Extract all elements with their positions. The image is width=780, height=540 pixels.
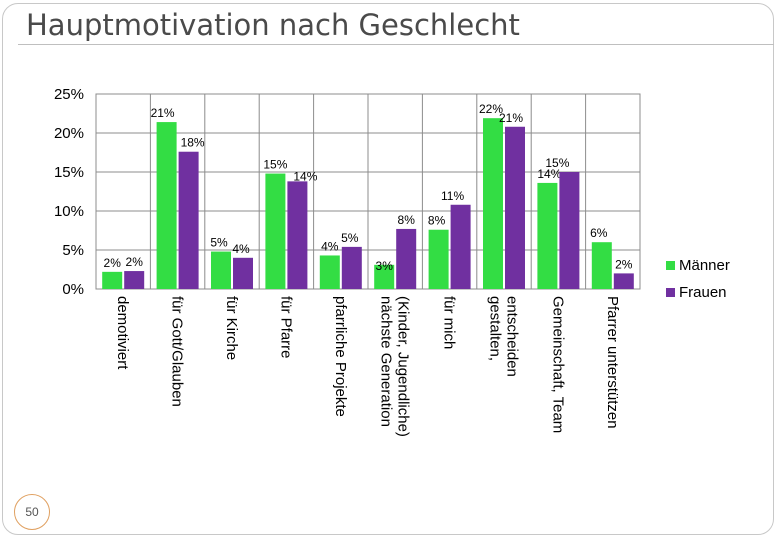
data-label: 8% [428, 214, 446, 228]
legend-swatch-maenner [666, 261, 675, 270]
bar-maenner [428, 229, 449, 289]
y-tick-label: 10% [54, 203, 84, 220]
bar-frauen [613, 273, 634, 289]
legend-swatch-frauen [666, 288, 675, 297]
bar-frauen [124, 271, 145, 289]
bar-frauen [396, 228, 417, 289]
legend-item-frauen: Frauen [666, 279, 730, 306]
data-label: 2% [126, 255, 144, 269]
x-tick-label: für Kirche [223, 296, 240, 360]
chart-legend: Männer Frauen [666, 252, 730, 306]
legend-label-frauen: Frauen [679, 284, 727, 301]
bar-maenner [102, 271, 123, 289]
x-tick-label: Pfarrer unterstützen [604, 296, 621, 429]
bar-frauen [233, 257, 253, 289]
data-label: 3% [376, 259, 394, 273]
x-tick-label: nächste Generation(Kinder, Jugendliche) [378, 296, 412, 437]
slide-title: Hauptmotivation nach Geschlecht [26, 8, 520, 42]
x-tick-label: für Gott/Glauben [169, 296, 186, 407]
bar-maenner [265, 173, 286, 289]
y-tick-label: 5% [62, 242, 84, 259]
data-label: 11% [441, 189, 464, 203]
bar-frauen [287, 181, 308, 289]
bar-maenner [537, 182, 558, 289]
bar-maenner [156, 122, 177, 289]
title-divider [18, 44, 774, 45]
data-label: 4% [321, 239, 339, 253]
data-label: 21% [499, 111, 523, 125]
data-label: 18% [181, 136, 205, 150]
legend-item-maenner: Männer [666, 252, 730, 279]
data-label: 14% [293, 169, 317, 183]
data-label: 8% [398, 213, 416, 227]
bar-frauen [341, 246, 362, 289]
x-tick-label: für mich [441, 296, 458, 349]
bar-frauen [178, 151, 199, 289]
data-label: 4% [232, 242, 250, 256]
data-label: 2% [615, 257, 633, 271]
data-label: 14% [537, 167, 561, 181]
data-label: 5% [210, 236, 228, 250]
bar-maenner [483, 118, 503, 290]
bar-maenner [591, 242, 612, 289]
x-tick-label: Gemeinschaft, Team [549, 296, 566, 433]
bar-frauen [559, 172, 580, 289]
data-label: 21% [151, 106, 175, 120]
y-tick-label: 20% [54, 125, 84, 142]
data-label: 5% [341, 231, 359, 245]
data-label: 15% [263, 158, 287, 172]
x-tick-label: pfarrliche Projekte [332, 296, 349, 417]
bar-maenner [319, 255, 340, 289]
x-tick-label: demotiviert [114, 296, 131, 370]
bar-maenner [374, 264, 395, 289]
y-tick-label: 0% [62, 281, 84, 298]
data-label: 15% [545, 156, 569, 170]
x-tick-label: gestalten,entscheiden [487, 296, 521, 377]
x-tick-label: für Pfarre [277, 296, 294, 359]
legend-label-maenner: Männer [679, 257, 730, 274]
bar-frauen [505, 126, 525, 289]
data-label: 6% [590, 226, 608, 240]
data-label: 2% [104, 256, 122, 270]
data-label: 22% [479, 102, 503, 116]
y-tick-label: 25% [54, 86, 84, 103]
page-number-badge: 50 [14, 494, 50, 530]
y-tick-label: 15% [54, 164, 84, 181]
bar-maenner [211, 251, 231, 289]
bar-frauen [450, 204, 471, 289]
